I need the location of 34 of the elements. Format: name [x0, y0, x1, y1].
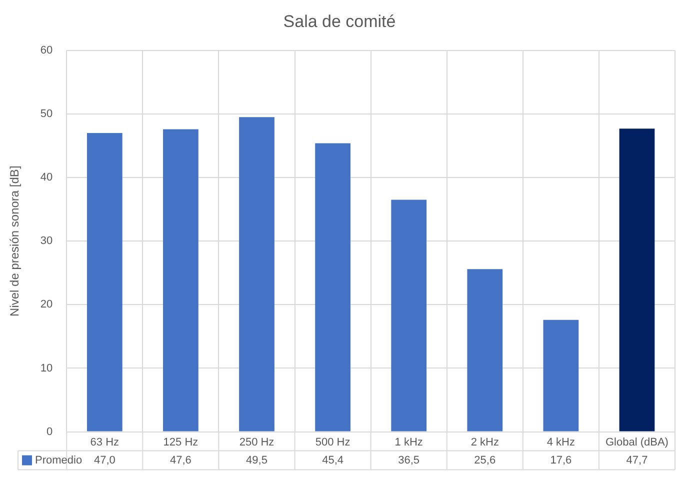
- y-tick-label: 10: [40, 362, 53, 374]
- y-tick-label: 30: [40, 235, 53, 248]
- x-tick-label: 63 Hz: [90, 436, 120, 448]
- x-tick-label: Global (dBA): [605, 436, 668, 448]
- data-label: 36,5: [398, 454, 420, 466]
- x-tick-label: 2 kHz: [470, 436, 499, 448]
- y-tick-label: 40: [40, 172, 53, 184]
- x-tick-label: 250 Hz: [239, 436, 274, 448]
- data-label: 49,5: [246, 454, 268, 466]
- bar: [619, 128, 655, 432]
- x-tick-label: 4 kHz: [546, 436, 575, 448]
- bar: [391, 200, 427, 432]
- y-axis-title: Nivel de presión sonora [dB]: [8, 166, 22, 316]
- bar: [543, 320, 579, 432]
- data-label: 17,6: [550, 454, 572, 466]
- y-tick-label: 0: [46, 426, 53, 438]
- legend-label: Promedio: [35, 454, 82, 466]
- data-label: 45,4: [322, 454, 344, 466]
- bar: [86, 133, 122, 432]
- data-label: 25,6: [474, 454, 496, 466]
- data-label: 47,0: [94, 454, 116, 466]
- bar: [163, 129, 198, 432]
- data-label: 47,7: [626, 454, 648, 466]
- y-tick-label: 50: [40, 108, 53, 120]
- bar: [239, 117, 274, 432]
- x-tick-label: 125 Hz: [163, 436, 198, 448]
- bar: [467, 269, 503, 432]
- bar: [315, 143, 350, 432]
- x-tick-label: 500 Hz: [315, 436, 350, 448]
- x-tick-label: 1 kHz: [394, 436, 423, 448]
- y-tick-label: 20: [40, 298, 53, 311]
- chart-title: Sala de comité: [283, 12, 396, 31]
- data-label: 47,6: [170, 454, 192, 466]
- y-tick-label: 60: [40, 44, 53, 56]
